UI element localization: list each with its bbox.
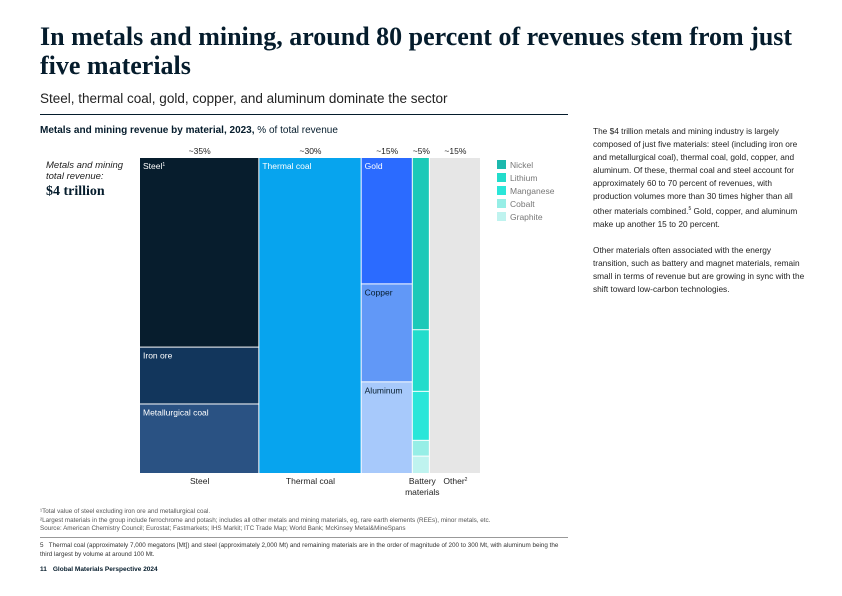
page-footer: 11 Global Materials Perspective 2024: [40, 566, 164, 573]
segment-copper: [361, 284, 412, 382]
page-title: In metals and mining, around 80 percent …: [40, 22, 793, 80]
legend-item-lithium: Lithium: [497, 171, 554, 184]
footnote-2: ²Largest materials in the group include …: [40, 516, 491, 524]
segment-battery-materials-2: [412, 391, 429, 440]
segment-label-thermal-coal: Thermal coal: [262, 161, 311, 171]
share-label-steel: ~35%: [189, 146, 211, 156]
footnote-ref-5: 5: [688, 206, 692, 212]
legend-label-cobalt: Cobalt: [510, 198, 535, 209]
commentary-text-1b: Gold, copper, and aluminum make up anoth…: [593, 205, 798, 229]
segment-gold: [361, 158, 412, 284]
legend-label-lithium: Lithium: [510, 172, 538, 183]
legend-swatch-manganese: [497, 186, 506, 195]
segment-thermal-coal: [259, 158, 361, 473]
segment-label-steel: Steel1: [143, 161, 165, 171]
legend-swatch-lithium: [497, 173, 506, 182]
legend-label-graphite: Graphite: [510, 211, 543, 222]
axis-label-thermal-coal: Thermal coal: [286, 476, 335, 486]
footnote-5: 5 Thermal coal (approximately 7,000 mega…: [40, 542, 568, 559]
segment-battery-materials-4: [412, 456, 429, 473]
legend-swatch-graphite: [497, 212, 506, 221]
axis-label-battery-materials-line2: materials: [405, 487, 439, 497]
segment-label-metallurgical-coal: Metallurgical coal: [143, 407, 209, 417]
segment-steel: [140, 158, 259, 347]
legend-item-graphite: Graphite: [497, 210, 554, 223]
legend-item-manganese: Manganese: [497, 184, 554, 197]
axis-label-other: Other2: [443, 476, 467, 486]
chart-title-unit: % of total revenue: [254, 125, 338, 136]
segment-label-aluminum: Aluminum: [365, 385, 403, 395]
chart-title: Metals and mining revenue by material, 2…: [40, 125, 338, 136]
commentary-paragraph-1: The $4 trillion metals and mining indust…: [593, 125, 805, 231]
commentary-paragraph-2: Other materials often associated with th…: [593, 244, 805, 294]
source-note: Source: American Chemistry Council; Euro…: [40, 525, 406, 532]
axis-label-battery-materials: Battery: [409, 476, 437, 486]
share-label-other: ~15%: [444, 146, 466, 156]
segment-battery-materials-3: [412, 440, 429, 456]
header-divider: [40, 114, 568, 115]
page-subtitle: Steel, thermal coal, gold, copper, and a…: [40, 91, 448, 106]
legend-label-nickel: Nickel: [510, 159, 534, 170]
axis-label-steel: Steel: [190, 476, 209, 486]
footnotes: ¹Total value of steel excluding iron ore…: [40, 508, 580, 534]
legend-swatch-cobalt: [497, 199, 506, 208]
chart-title-bold: Metals and mining revenue by material, 2…: [40, 125, 255, 136]
segment-battery-materials-1: [412, 330, 429, 391]
segment-iron-ore: [140, 347, 259, 404]
share-label-thermal-coal: ~30%: [300, 146, 322, 156]
segment-label-gold: Gold: [365, 161, 383, 171]
legend-item-nickel: Nickel: [497, 158, 554, 171]
share-label-gold: ~15%: [376, 146, 398, 156]
commentary-text-1a: The $4 trillion metals and mining indust…: [593, 126, 798, 216]
segment-aluminum: [361, 382, 412, 473]
segment-other-0: [429, 158, 480, 473]
footnote-divider: [40, 537, 568, 538]
publication-name: Global Materials Perspective 2024: [52, 566, 158, 573]
segment-metallurgical-coal: [140, 404, 259, 473]
footnote-5-text: Thermal coal (approximately 7,000 megato…: [40, 542, 559, 558]
page-number: 11: [40, 566, 47, 573]
legend-label-manganese: Manganese: [510, 185, 555, 196]
footnote-5-number: 5: [40, 542, 44, 549]
total-revenue-label: Metals and mining total revenue:: [46, 160, 124, 182]
legend-swatch-nickel: [497, 160, 506, 169]
legend-item-cobalt: Cobalt: [497, 197, 554, 210]
share-label-battery-materials: ~5%: [413, 146, 431, 156]
side-commentary: The $4 trillion metals and mining indust…: [593, 125, 805, 309]
segment-battery-materials-0: [412, 158, 429, 330]
battery-materials-legend: Nickel Lithium Manganese Cobalt Graphite: [497, 158, 554, 223]
segment-label-iron-ore: Iron ore: [143, 351, 173, 361]
footnote-1: ¹Total value of steel excluding iron ore…: [40, 508, 211, 515]
total-revenue-value: $4 trillion: [46, 184, 105, 199]
segment-label-copper: Copper: [365, 287, 393, 297]
